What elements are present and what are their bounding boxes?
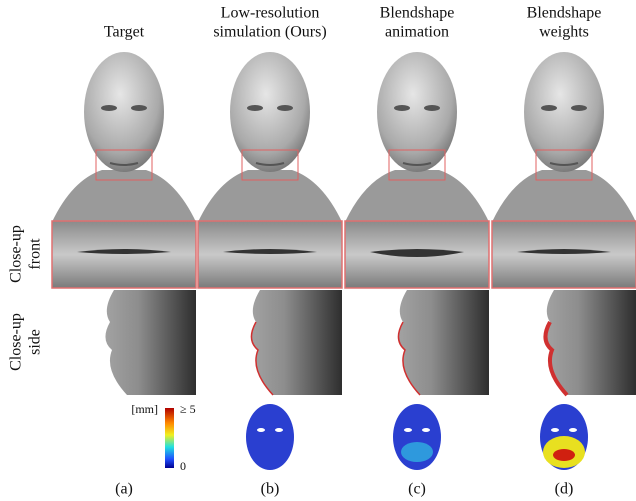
subfigure-label: (a): [115, 481, 133, 498]
subfigure-label: (c): [408, 481, 426, 498]
eye: [394, 105, 410, 111]
shoulders: [198, 170, 342, 222]
column-header: Blendshape: [380, 5, 455, 22]
eye: [131, 105, 147, 111]
column-header: weights: [539, 24, 589, 41]
column-header: simulation (Ours): [213, 24, 326, 41]
heatmap-eye: [569, 428, 577, 432]
colorbar: [165, 408, 174, 468]
heatmap-head: [246, 404, 294, 470]
figure: [mm] ≥ 5 0 Target (a) Low-resolution simula…: [0, 0, 636, 501]
heatmap-eye: [257, 428, 265, 432]
closeup-front: [198, 221, 342, 288]
colorbar-max: ≥ 5: [180, 402, 196, 416]
eye: [541, 105, 557, 111]
column-header: Low-resolution: [221, 5, 320, 22]
column-header: Blendshape: [527, 5, 602, 22]
page: {"columns": [ {"header": ["Target"], "la…: [0, 0, 636, 501]
column-header: animation: [385, 24, 449, 41]
row-label: front: [27, 238, 44, 270]
eye: [247, 105, 263, 111]
column-header: Target: [104, 24, 145, 41]
row-label: side: [27, 329, 44, 355]
heatmap-eye: [404, 428, 412, 432]
row-label: Close-up: [8, 313, 25, 371]
colorbar-unit: [mm]: [131, 402, 158, 416]
shoulders: [52, 170, 196, 222]
heatmap-error: [553, 449, 575, 461]
row-label: Close-up: [8, 225, 25, 283]
shoulders: [345, 170, 489, 222]
eye: [277, 105, 293, 111]
closeup-front: [52, 221, 196, 288]
closeup-front: [492, 221, 636, 288]
shoulders: [492, 170, 636, 222]
heatmap-error: [401, 442, 433, 462]
subfigure-label: (b): [261, 481, 280, 498]
eye: [424, 105, 440, 111]
heatmap-eye: [551, 428, 559, 432]
heatmap-eye: [275, 428, 283, 432]
eye: [101, 105, 117, 111]
heatmap-eye: [422, 428, 430, 432]
colorbar-min: 0: [180, 459, 186, 473]
subfigure-label: (d): [555, 481, 574, 498]
eye: [571, 105, 587, 111]
body: [mm] ≥ 5 0 Target (a) Low-resolution simula…: [0, 0, 636, 501]
